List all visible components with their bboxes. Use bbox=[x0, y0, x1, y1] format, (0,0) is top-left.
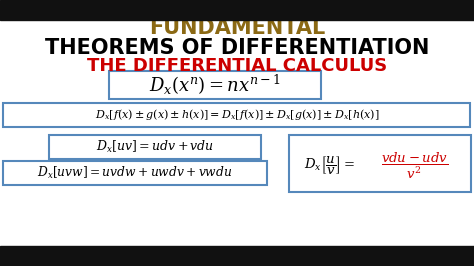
Text: $D_x(x^n) = nx^{n-1}$: $D_x(x^n) = nx^{n-1}$ bbox=[149, 73, 281, 97]
FancyBboxPatch shape bbox=[109, 71, 321, 99]
FancyBboxPatch shape bbox=[3, 161, 267, 185]
Text: $D_x[uv] = udv + vdu$: $D_x[uv] = udv + vdu$ bbox=[96, 139, 214, 155]
Text: THEOREMS OF DIFFERENTIATION: THEOREMS OF DIFFERENTIATION bbox=[45, 38, 429, 58]
FancyBboxPatch shape bbox=[289, 135, 471, 192]
Text: THE DIFFERENTIAL CALCULUS: THE DIFFERENTIAL CALCULUS bbox=[87, 57, 387, 75]
Text: $D_x[f(x) \pm g(x) \pm h(x)] = D_x[f(x)] \pm D_x[g(x)] \pm D_x[h(x)]$: $D_x[f(x) \pm g(x) \pm h(x)] = D_x[f(x)]… bbox=[95, 107, 379, 123]
Bar bbox=[0, 246, 474, 266]
Text: $D_x\left[\dfrac{u}{v}\right] =$: $D_x\left[\dfrac{u}{v}\right] =$ bbox=[304, 155, 356, 177]
Bar bbox=[0, 0, 474, 20]
Text: FUNDAMENTAL: FUNDAMENTAL bbox=[149, 18, 325, 38]
FancyBboxPatch shape bbox=[49, 135, 261, 159]
Text: $D_x[uvw] = uvdw + uwdv + vwdu$: $D_x[uvw] = uvdw + uwdv + vwdu$ bbox=[37, 165, 233, 181]
FancyBboxPatch shape bbox=[3, 103, 470, 127]
Text: $\dfrac{vdu - udv}{v^2}$: $\dfrac{vdu - udv}{v^2}$ bbox=[382, 151, 448, 181]
